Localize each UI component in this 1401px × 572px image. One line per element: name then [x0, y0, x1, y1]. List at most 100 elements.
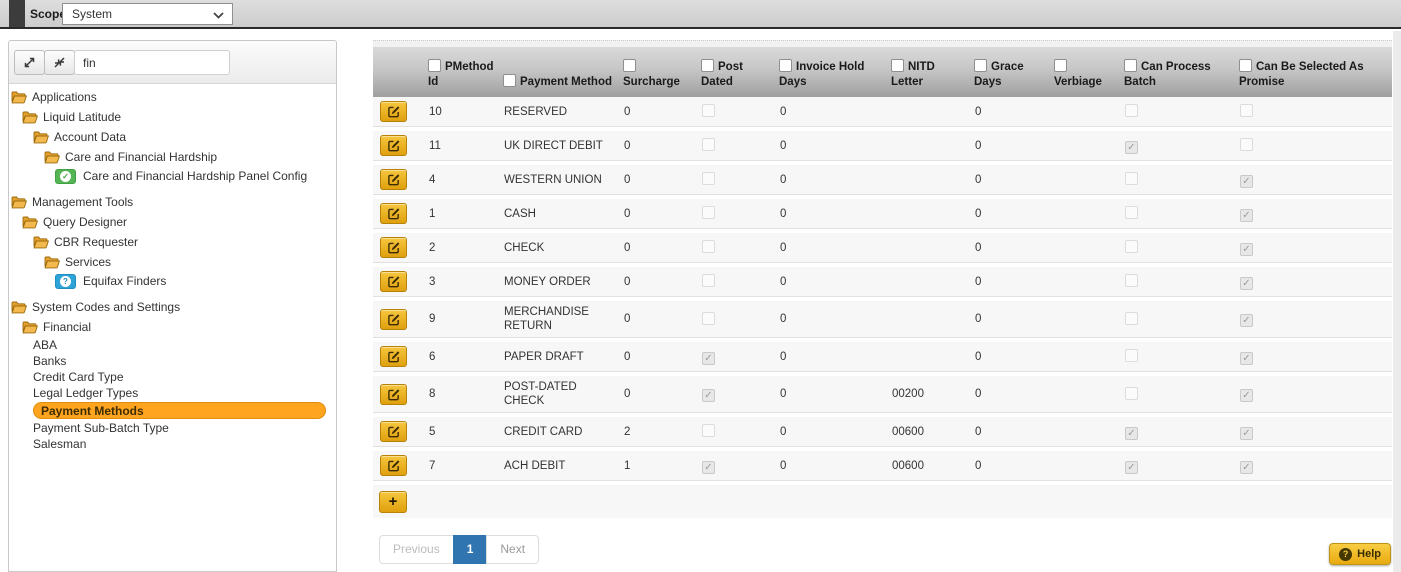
cell-pmethod_id: 11 — [429, 139, 441, 152]
tree-item-salesman[interactable]: Salesman — [9, 436, 336, 452]
cell-invoice_hold_days: 0 — [780, 350, 787, 363]
cell-can_be_selected_as_promise — [1236, 270, 1392, 294]
tree-item-label: System Codes and Settings — [32, 300, 181, 314]
cell-nitd_letter — [888, 353, 971, 361]
tree-item-liquid-latitude[interactable]: Liquid Latitude — [9, 107, 336, 127]
tree-item-management-tools[interactable]: Management Tools — [9, 192, 336, 212]
cell-edit — [373, 131, 425, 160]
panel-handle — [9, 0, 25, 27]
folder-icon — [22, 111, 38, 124]
pmethod-id-header-checkbox[interactable] — [428, 59, 441, 72]
can-be-selected-as-promise-header-checkbox[interactable] — [1239, 59, 1252, 72]
edit-row-button[interactable] — [380, 271, 407, 292]
can_be_selected_as_promise-checkbox — [1240, 460, 1253, 474]
tree-item-financial[interactable]: Financial — [9, 317, 336, 337]
cell-payment_method: MERCHANDISE RETURN — [504, 306, 589, 332]
scope-label: Scope — [30, 7, 67, 21]
scope-select[interactable]: System — [62, 3, 233, 25]
pagination-previous-button[interactable]: Previous — [379, 535, 454, 564]
tree-item-applications[interactable]: Applications — [9, 87, 336, 107]
cell-surcharge: 0 — [624, 173, 631, 186]
cell-surcharge: 0 — [624, 105, 631, 118]
tree-item-credit-card-type[interactable]: Credit Card Type — [9, 369, 336, 385]
surcharge-header-checkbox[interactable] — [623, 59, 636, 72]
tree-item-care-and-financial-hardship[interactable]: Care and Financial Hardship — [9, 147, 336, 167]
tree-search-input[interactable] — [74, 50, 230, 75]
column-header-invoice-hold-days: Invoice Hold Days — [776, 47, 888, 97]
edit-row-button[interactable] — [380, 169, 407, 190]
tree-item-care-and-financial-hardship-panel-config[interactable]: ✓ Care and Financial Hardship Panel Confi… — [9, 167, 336, 185]
tree-item-equifax-finders[interactable]: ? Equifax Finders — [9, 272, 336, 290]
column-header-label: PMethod Id — [428, 61, 494, 88]
verbiage-header-checkbox[interactable] — [1054, 59, 1067, 72]
tree-item-payment-methods[interactable]: Payment Methods — [9, 401, 336, 420]
tree-item-label: Banks — [33, 354, 67, 368]
edit-row-button[interactable] — [380, 101, 407, 122]
tree-item-query-designer[interactable]: Query Designer — [9, 212, 336, 232]
grace-days-header-checkbox[interactable] — [974, 59, 987, 72]
cell-surcharge: 0 — [624, 388, 631, 400]
cell-post_dated — [698, 202, 776, 225]
table-header: PMethod Id Payment Method Surcharge Post Da… — [373, 47, 1392, 97]
tree-item-cbr-requester[interactable]: CBR Requester — [9, 232, 336, 252]
edit-row-button[interactable] — [380, 308, 407, 330]
can_process_batch-checkbox — [1125, 274, 1138, 287]
cell-payment_method: RESERVED — [504, 105, 568, 118]
cell-can_be_selected_as_promise — [1236, 454, 1392, 478]
scope-select-value: System — [72, 7, 113, 21]
cell-can_be_selected_as_promise — [1236, 307, 1392, 331]
edit-row-button[interactable] — [380, 346, 407, 367]
post_dated-checkbox — [702, 460, 715, 474]
cell-surcharge: 2 — [624, 425, 631, 438]
edit-row-button[interactable] — [380, 135, 407, 156]
tree-item-label: Query Designer — [43, 215, 128, 229]
column-header-label: Verbiage — [1054, 76, 1102, 88]
can_process_batch-checkbox — [1125, 206, 1138, 219]
cell-verbiage — [1051, 142, 1121, 150]
cell-can_be_selected_as_promise — [1236, 420, 1392, 444]
tree-item-account-data[interactable]: Account Data — [9, 127, 336, 147]
tree-item-banks[interactable]: Banks — [9, 353, 336, 369]
payment-method-header-checkbox[interactable] — [503, 74, 516, 87]
cell-payment_method: CREDIT CARD — [504, 425, 583, 438]
cell-invoice_hold_days: 0 — [780, 388, 787, 400]
cell-post_dated — [698, 420, 776, 443]
collapse-all-button[interactable] — [44, 50, 75, 75]
edit-row-button[interactable] — [380, 383, 407, 405]
help-button[interactable]: ? Help — [1329, 543, 1391, 565]
tree-item-system-codes-and-settings[interactable]: System Codes and Settings — [9, 297, 336, 317]
column-header-grace-days: Grace Days — [971, 47, 1051, 97]
edit-row-button[interactable] — [380, 203, 407, 224]
post_dated-checkbox — [702, 389, 715, 402]
payment-methods-table: PMethod Id Payment Method Surcharge Post Da… — [373, 40, 1392, 564]
pagination-next-button[interactable]: Next — [486, 535, 540, 564]
cell-edit — [373, 199, 425, 228]
cell-grace_days: 0 — [975, 105, 982, 118]
column-header-label: Grace Days — [974, 61, 1024, 88]
pagination-page-1-button[interactable]: 1 — [452, 535, 488, 564]
cell-invoice_hold_days: 0 — [780, 241, 787, 254]
config-check-icon: ✓ — [55, 168, 76, 184]
invoice-hold-days-header-checkbox[interactable] — [779, 59, 792, 72]
expand-all-button[interactable] — [14, 50, 45, 75]
top-bar: Scope System — [0, 0, 1401, 29]
tree-item-legal-ledger-types[interactable]: Legal Ledger Types — [9, 385, 336, 401]
post_dated-checkbox — [702, 138, 715, 151]
tree-item-label: Management Tools — [32, 195, 134, 209]
edit-row-button[interactable] — [380, 455, 407, 476]
add-row-button[interactable]: + — [379, 490, 407, 513]
cell-can_process_batch — [1121, 345, 1236, 368]
tree-item-label: Services — [65, 255, 112, 269]
cell-invoice_hold_days: 0 — [780, 173, 787, 186]
post-dated-header-checkbox[interactable] — [701, 59, 714, 72]
tree-item-label: Payment Methods — [33, 402, 326, 419]
navigation-sidebar: Applications Liquid Latitude Account Data C… — [8, 40, 337, 572]
tree-item-services[interactable]: Services — [9, 252, 336, 272]
edit-row-button[interactable] — [380, 237, 407, 258]
edit-row-button[interactable] — [380, 421, 407, 442]
can_process_batch-checkbox — [1125, 460, 1138, 474]
can-process-batch-header-checkbox[interactable] — [1124, 59, 1137, 72]
tree-item-aba[interactable]: ABA — [9, 337, 336, 353]
tree-item-payment-sub-batch-type[interactable]: Payment Sub-Batch Type — [9, 420, 336, 436]
nitd-letter-header-checkbox[interactable] — [891, 59, 904, 72]
